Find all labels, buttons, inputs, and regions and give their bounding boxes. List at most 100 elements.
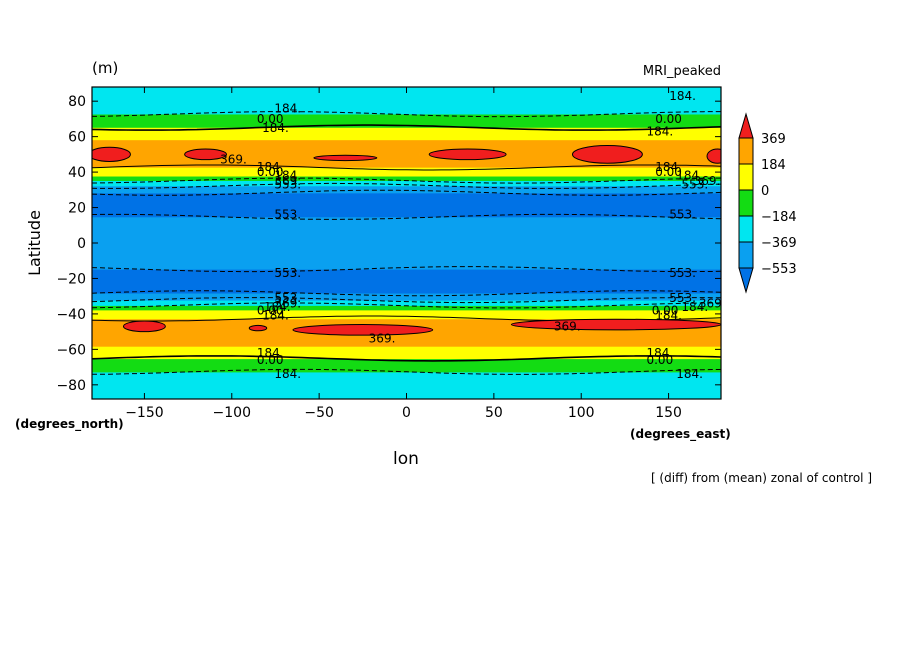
peak-region (571, 145, 643, 164)
zonal-band (92, 359, 721, 374)
contour-line (92, 111, 721, 118)
zonal-band (92, 167, 721, 178)
footnote: [ (diff) from (mean) zonal of control ] (651, 471, 872, 485)
peak-region (122, 320, 166, 333)
colorbar-segment (738, 163, 754, 191)
peak-region (706, 148, 721, 164)
contour-label: 369. (699, 296, 726, 310)
contour-label: 184. (669, 89, 696, 103)
contour-label: 553. (669, 291, 696, 305)
y-axis: −80 −60 −40 −20 0 20 40 60 80 (56, 94, 721, 394)
contour-label: 184. (646, 124, 673, 138)
y-tick-label: −60 (56, 342, 86, 358)
contour-label: 184. (655, 309, 682, 323)
x-tick-label: 150 (655, 405, 682, 421)
contour-label: 0.00 (257, 165, 284, 179)
colorbar-segment (738, 112, 754, 139)
contour-label: 0.00 (655, 165, 682, 179)
contour-label: 0.00 (652, 303, 679, 317)
zonal-band (92, 180, 721, 187)
y-tick-label: −20 (56, 271, 86, 287)
y-tick-label: 60 (68, 130, 86, 146)
x-axis: −150 −100 −50 0 50 100 150 (125, 87, 682, 421)
contour-line (92, 266, 721, 273)
y-axis-label: Latitude (25, 210, 44, 276)
colorbar-label: −184 (761, 210, 797, 225)
colorbar-label: −553 (761, 262, 797, 277)
contour-line (92, 302, 721, 309)
x-tick-label: −50 (304, 405, 334, 421)
contour-label: 184. (681, 300, 708, 314)
zonal-band (92, 305, 721, 311)
x-axis-units: (degrees_east) (630, 427, 731, 442)
contour-label: 0.00 (646, 353, 673, 367)
peak-region (428, 148, 507, 161)
contour-line (92, 124, 721, 131)
x-tick-label: 0 (402, 405, 411, 421)
contour-line (92, 189, 721, 196)
y-axis-units: (degrees_north) (15, 417, 124, 432)
zonal-band (92, 310, 721, 320)
contour-line (92, 290, 721, 297)
contour-line (92, 355, 721, 362)
zonal-band (92, 193, 721, 218)
zonal-band (92, 346, 721, 360)
x-tick-label: 100 (568, 405, 595, 421)
contour-label: 369. (274, 174, 301, 188)
peak-region (292, 324, 434, 336)
x-tick-label: −100 (213, 405, 251, 421)
y-tick-label: −80 (56, 378, 86, 394)
contour-label: 184. (655, 160, 682, 174)
contour-label: 184. (676, 169, 703, 183)
colorbar-label: 0 (761, 184, 769, 199)
contour-label-group: 184.0.00184.369.184.0.00184.369.553.553.… (220, 89, 726, 381)
peak-region (313, 154, 378, 162)
colorbar-segment (738, 267, 754, 294)
contour-label: 184. (274, 101, 301, 115)
x-tick-label: −150 (125, 405, 163, 421)
contour-label: 553. (274, 291, 301, 305)
contour-label: 0.00 (655, 112, 682, 126)
zonal-band (92, 127, 721, 141)
contour-label: 0.00 (257, 112, 284, 126)
contour-label: 369. (274, 296, 301, 310)
peak-region (184, 148, 228, 161)
y-tick-label: −40 (56, 307, 86, 323)
y-tick-label: 20 (68, 201, 86, 217)
zonal-band (92, 176, 721, 182)
peak-region (248, 324, 268, 332)
zonal-band (92, 293, 721, 302)
colorbar-segment (738, 241, 754, 269)
contour-label: 184. (257, 346, 284, 360)
contour-label: 184. (262, 309, 289, 323)
contour-label: 553. (669, 208, 696, 222)
contour-line (92, 164, 721, 171)
colorbar-segment (738, 215, 754, 243)
contour-label: 553. (274, 178, 301, 192)
x-tick-label: 50 (485, 405, 503, 421)
contour-label: 184. (262, 121, 289, 135)
contour-label: 369. (554, 319, 581, 333)
contour-label: 553. (669, 266, 696, 280)
contour-label: 553. (274, 208, 301, 222)
contour-line (92, 182, 721, 189)
contour-label: 184. (274, 169, 301, 183)
colorbar: 369 184 0 −184 −369 −553 (738, 112, 797, 294)
y-tick-label: 0 (77, 236, 86, 252)
zonal-band (92, 217, 721, 271)
contour-label: 184. (264, 300, 291, 314)
contour-label: 184. (676, 367, 703, 381)
contour-line (92, 368, 721, 375)
contour-label: 553. (681, 178, 708, 192)
peak-region (92, 146, 131, 162)
colorbar-segment (738, 189, 754, 217)
contour-line (92, 213, 721, 220)
zonal-band (92, 114, 721, 129)
contour-label: 369. (694, 174, 721, 188)
contour-label: 184. (646, 346, 673, 360)
contour-label: 369. (220, 153, 247, 167)
filled-contour-field (92, 87, 721, 399)
model-title: MRI_peaked (643, 64, 721, 79)
contour-label: 184. (274, 367, 301, 381)
